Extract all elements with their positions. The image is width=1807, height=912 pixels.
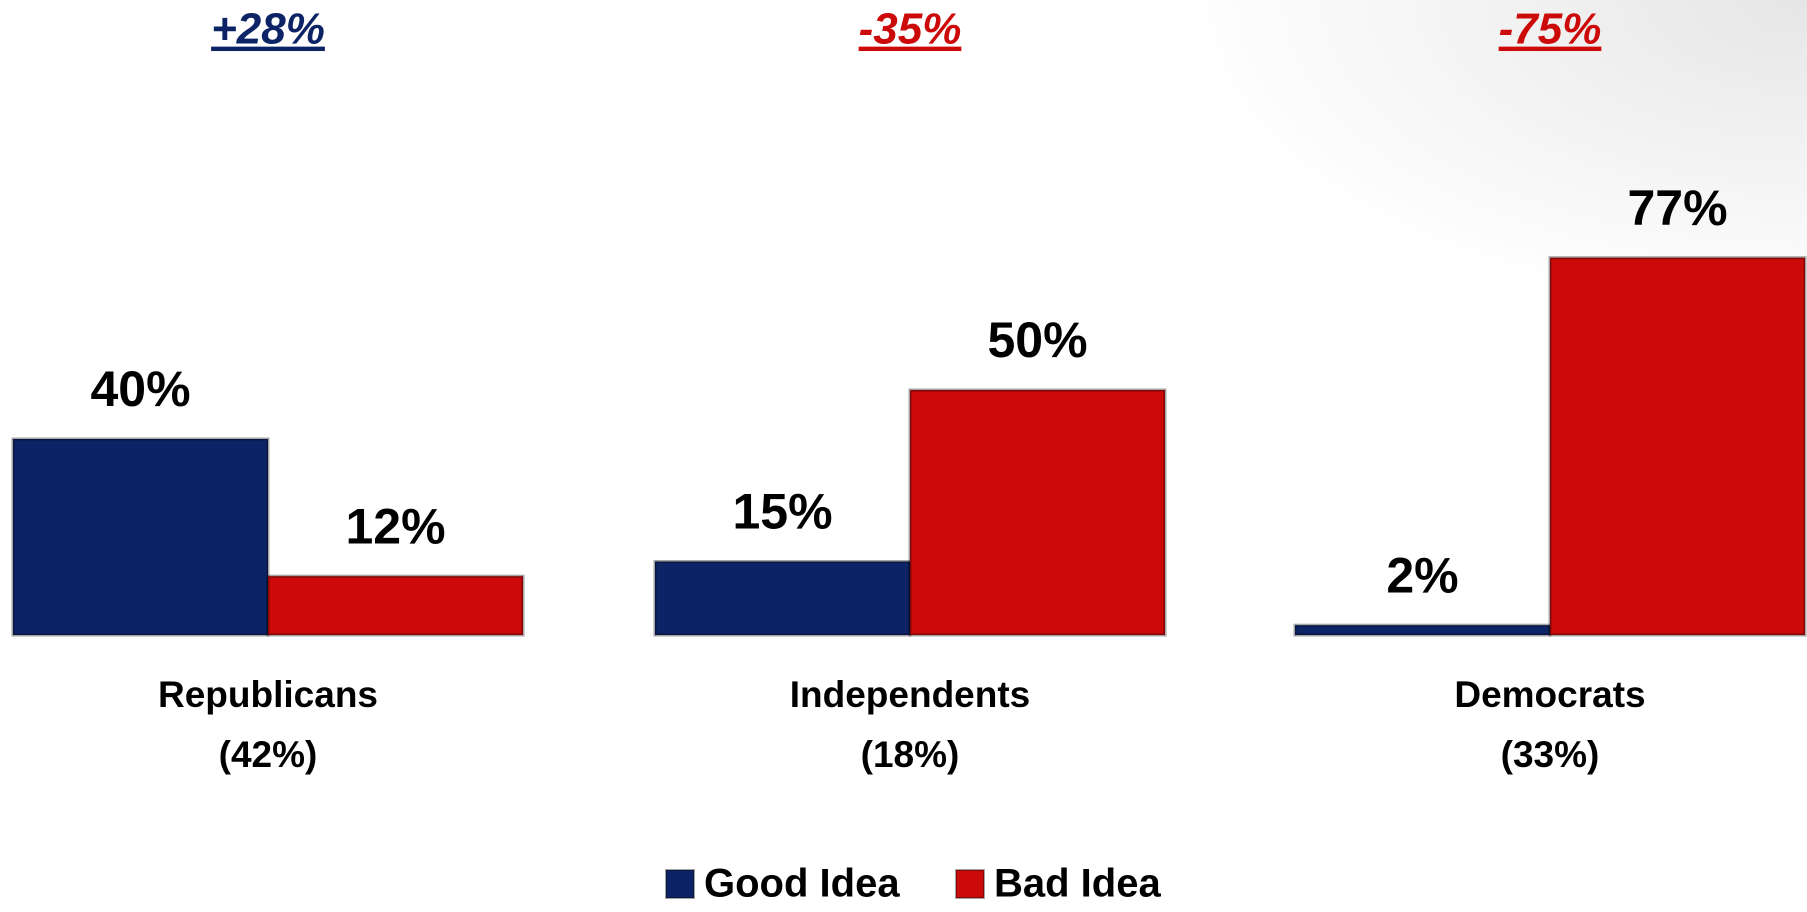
category-label: Independents xyxy=(790,674,1031,715)
bar xyxy=(1548,256,1807,637)
category-label: (33%) xyxy=(1501,734,1600,775)
bar xyxy=(1293,623,1552,637)
value-label: 50% xyxy=(987,312,1087,368)
bar xyxy=(266,574,525,637)
value-label: 77% xyxy=(1627,180,1727,236)
value-label: 2% xyxy=(1386,547,1458,603)
legend-label: Bad Idea xyxy=(994,862,1161,906)
net-label: -35% xyxy=(859,5,962,54)
bar xyxy=(653,560,912,637)
legend-label: Good Idea xyxy=(704,862,900,906)
value-label: 15% xyxy=(732,484,832,540)
net-label: -75% xyxy=(1499,5,1602,54)
value-label: 40% xyxy=(90,361,190,417)
legend-swatch xyxy=(955,869,985,899)
net-label: +28% xyxy=(211,5,325,54)
category-label: Democrats xyxy=(1454,674,1645,715)
bar xyxy=(11,437,270,637)
legend-swatch xyxy=(665,869,695,899)
bar xyxy=(908,388,1167,637)
category-label: (42%) xyxy=(219,734,318,775)
value-label: 12% xyxy=(345,498,445,554)
category-label: (18%) xyxy=(861,734,960,775)
category-label: Republicans xyxy=(158,674,378,715)
